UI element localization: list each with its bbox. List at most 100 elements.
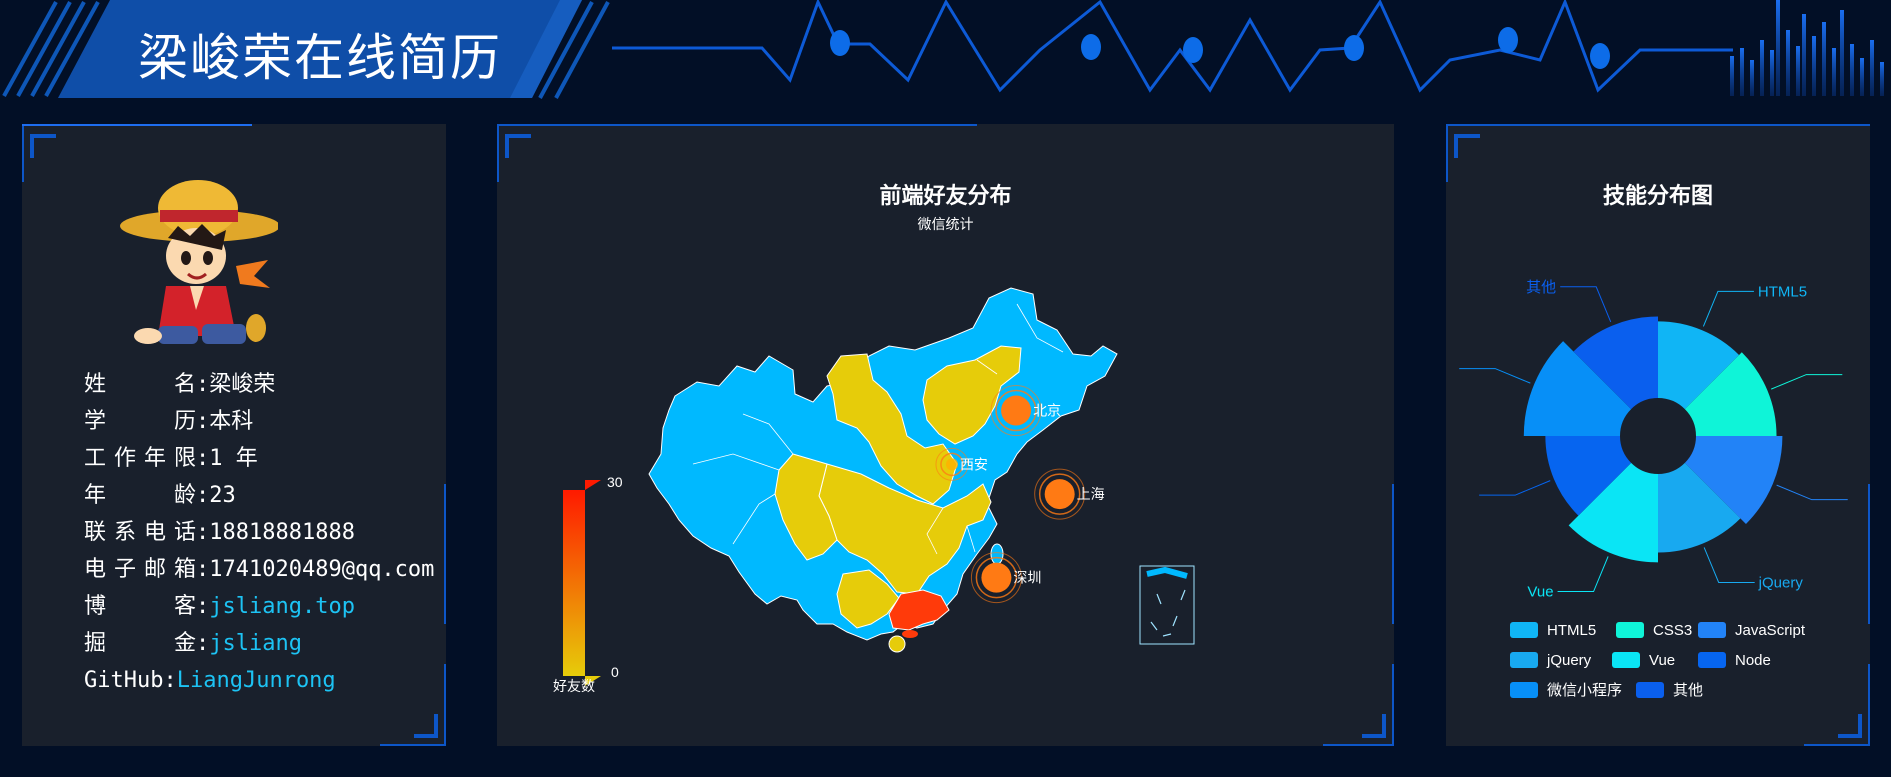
legend-item[interactable]: CSS3 <box>1616 622 1692 639</box>
rose-label: HTML5 <box>1758 283 1807 300</box>
legend-item[interactable]: jQuery <box>1510 652 1592 669</box>
legend-swatch <box>1698 622 1726 638</box>
heartbeat-line <box>612 0 1733 93</box>
legend-swatch <box>1510 622 1538 638</box>
profile-info-list: 姓名:梁峻荣 学历:本科 工作年限:1 年 年龄:23 联系电话:1881888… <box>84 366 434 699</box>
map-title: 前端好友分布 <box>879 183 1012 208</box>
legend-item[interactable]: JavaScript <box>1698 622 1806 639</box>
profile-row-blog: 博客:jsliang.top <box>84 588 434 625</box>
profile-row-experience: 工作年限:1 年 <box>84 440 434 477</box>
profile-row-email: 电子邮箱:1741020489@qq.com <box>84 551 434 588</box>
legend-label: HTML5 <box>1547 622 1596 639</box>
label-name: 姓名 <box>84 372 196 397</box>
legend-swatch <box>1510 682 1538 698</box>
friend-map-panel: 前端好友分布 微信统计 <box>497 124 1394 746</box>
city-marker[interactable]: 上海 <box>1034 468 1105 520</box>
city-marker[interactable]: 西安 <box>935 447 988 481</box>
label-github: GitHub <box>84 668 164 693</box>
header-decoration <box>2 0 1884 99</box>
hainan-region <box>888 635 906 653</box>
city-label: 上海 <box>1077 487 1105 503</box>
value-email: 1741020489@qq.com <box>209 557 435 582</box>
legend-swatch <box>1636 682 1664 698</box>
value-name: 梁峻荣 <box>209 372 276 397</box>
legend-swatch <box>1612 652 1640 668</box>
legend-item[interactable]: 其他 <box>1636 682 1703 699</box>
profile-row-age: 年龄:23 <box>84 477 434 514</box>
skills-rose-chart[interactable]: HTML5 jQuery Vue 其他 HTML5 CSS3 JavaScript jQue… <box>1446 124 1870 746</box>
label-juejin: 掘金 <box>84 631 196 656</box>
value-phone: 18818881888 <box>209 520 355 545</box>
legend-swatch <box>1616 622 1644 638</box>
rose-slice[interactable] <box>1658 462 1741 553</box>
profile-row-juejin: 掘金:jsliang <box>84 625 434 662</box>
label-age: 年龄 <box>84 483 196 508</box>
skills-panel: 技能分布图 HTML5 jQuery Vue 其他 HTML5 CSS3 JavaScri… <box>1446 124 1870 746</box>
legend-swatch <box>1510 652 1538 668</box>
region-north <box>922 345 1022 445</box>
github-link[interactable]: LiangJunrong <box>176 668 336 693</box>
juejin-link[interactable]: jsliang <box>209 631 302 656</box>
legend-item[interactable]: Node <box>1698 652 1771 669</box>
page-title: 梁峻荣在线简历 <box>138 29 502 87</box>
rose-slice[interactable] <box>1573 316 1658 410</box>
profile-row-github: GitHub:LiangJunrong <box>84 662 434 699</box>
legend-label: 微信小程序 <box>1547 682 1622 699</box>
city-marker[interactable]: 深圳 <box>970 552 1041 604</box>
visual-map-legend[interactable] <box>563 480 601 686</box>
city-label: 北京 <box>1033 404 1061 420</box>
map-subtitle: 微信统计 <box>917 216 974 232</box>
legend-item[interactable]: Vue <box>1612 652 1675 669</box>
legend-label: CSS3 <box>1653 622 1692 639</box>
legend-swatch <box>1698 652 1726 668</box>
rose-slice[interactable] <box>1545 436 1632 516</box>
rose-slice[interactable] <box>1658 321 1740 410</box>
blog-link[interactable]: jsliang.top <box>209 594 355 619</box>
value-education: 本科 <box>209 409 254 434</box>
legend-name-label: 好友数 <box>553 678 595 694</box>
region-south <box>836 569 900 629</box>
straw-hat-avatar-icon <box>120 180 278 344</box>
region-guangdong <box>888 589 950 631</box>
rose-slice[interactable] <box>1684 436 1783 524</box>
rose-slice[interactable] <box>1684 352 1777 436</box>
header-stripes <box>2 1 100 97</box>
region-northwest <box>826 353 958 505</box>
region-central <box>818 463 992 595</box>
skills-chart-title: 技能分布图 <box>1602 183 1713 208</box>
legend-item[interactable]: HTML5 <box>1510 622 1596 639</box>
rose-label: Vue <box>1527 584 1553 601</box>
heartbeat-dots <box>830 27 1610 69</box>
rose-label: 其他 <box>1526 279 1556 296</box>
rose-slice[interactable] <box>1568 462 1658 563</box>
profile-row-education: 学历:本科 <box>84 403 434 440</box>
legend-label: JavaScript <box>1735 622 1806 639</box>
legend-label: Node <box>1735 652 1771 669</box>
profile-row-phone: 联系电话:18818881888 <box>84 514 434 551</box>
legend-min-label: 0 <box>611 664 619 680</box>
region-southwest <box>774 453 838 561</box>
taiwan-region <box>990 543 1004 565</box>
legend-label: jQuery <box>1546 652 1592 669</box>
label-email: 电子邮箱 <box>84 557 196 582</box>
title-banner <box>58 0 582 98</box>
value-experience: 1 年 <box>209 446 258 471</box>
south-china-sea-inset <box>1139 565 1195 645</box>
profile-panel: 姓名:梁峻荣 学历:本科 工作年限:1 年 年龄:23 联系电话:1881888… <box>22 124 446 746</box>
city-marker[interactable]: 北京 <box>990 385 1061 437</box>
legend-label: 其他 <box>1673 682 1703 699</box>
equalizer-bars <box>1730 0 1884 96</box>
label-phone: 联系电话 <box>84 520 196 545</box>
label-education: 学历 <box>84 409 196 434</box>
profile-row-name: 姓名:梁峻荣 <box>84 366 434 403</box>
rose-slice[interactable] <box>1523 341 1632 436</box>
label-blog: 博客 <box>84 594 196 619</box>
header: 梁峻荣在线简历 <box>0 0 1891 100</box>
rose-label: jQuery <box>1758 574 1804 591</box>
legend-label: Vue <box>1649 652 1675 669</box>
city-label: 西安 <box>960 457 988 473</box>
value-age: 23 <box>209 483 236 508</box>
legend-item[interactable]: 微信小程序 <box>1510 682 1622 699</box>
